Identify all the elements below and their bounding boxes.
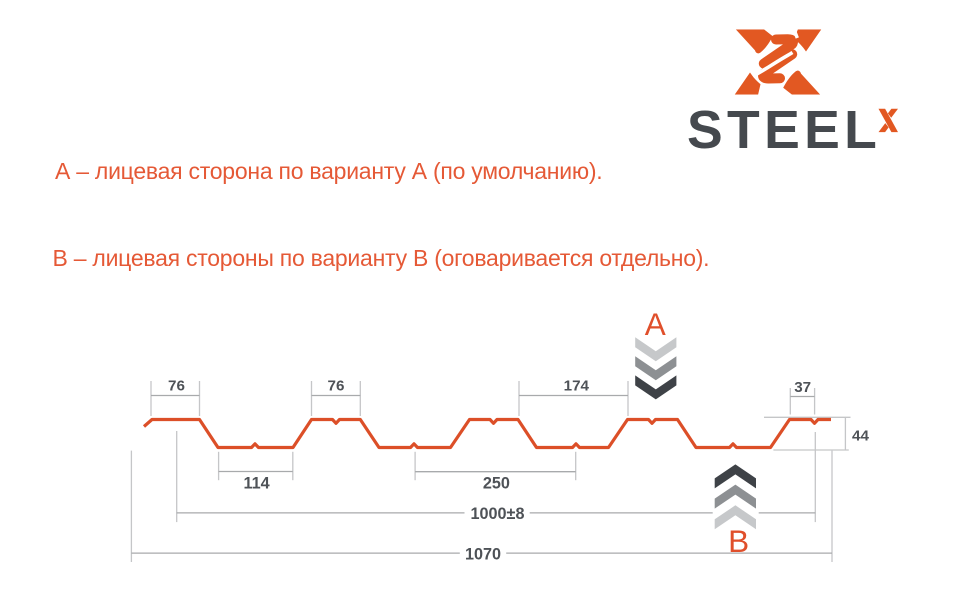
svg-text:76: 76 [168,377,185,394]
svg-text:1000±8: 1000±8 [471,505,525,523]
svg-text:114: 114 [244,475,270,493]
svg-text:76: 76 [328,377,345,394]
svg-text:174: 174 [564,377,590,394]
svg-text:37: 37 [794,379,811,396]
svg-text:B: B [728,523,749,559]
svg-text:A: A [645,306,666,342]
svg-text:44: 44 [852,427,869,444]
svg-text:1070: 1070 [465,545,501,563]
svg-text:250: 250 [483,475,510,493]
